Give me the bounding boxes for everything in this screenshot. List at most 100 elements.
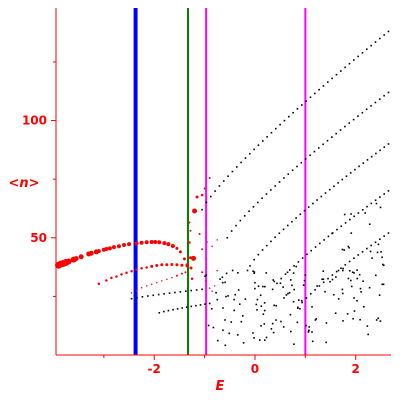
red-data-point — [171, 276, 173, 279]
black-data-point — [361, 250, 364, 253]
black-data-point — [303, 279, 306, 282]
black-data-point — [237, 289, 240, 291]
black-data-point — [280, 277, 282, 280]
black-data-point — [318, 88, 320, 91]
black-data-point — [130, 297, 133, 300]
red-data-point — [111, 245, 116, 250]
black-data-point — [263, 309, 266, 312]
black-data-point — [222, 180, 225, 182]
black-data-point — [328, 188, 331, 191]
black-data-point — [379, 37, 381, 40]
black-data-point — [341, 178, 344, 181]
black-data-point — [291, 220, 293, 223]
black-data-point — [270, 189, 272, 191]
black-data-point — [370, 44, 372, 47]
black-data-point — [374, 199, 377, 202]
red-data-point — [204, 280, 207, 282]
red-data-point — [145, 266, 148, 269]
black-data-point — [381, 283, 384, 286]
black-data-point — [340, 267, 342, 269]
black-data-point — [375, 152, 377, 155]
black-data-point — [205, 201, 208, 204]
black-data-point — [265, 244, 268, 247]
black-data-point — [370, 105, 372, 107]
black-data-point — [276, 282, 278, 285]
black-data-point — [291, 169, 294, 172]
red-data-point — [115, 275, 118, 278]
black-data-point — [157, 293, 160, 296]
black-data-point — [292, 272, 295, 274]
black-data-point — [207, 324, 210, 327]
black-data-point — [205, 274, 208, 276]
black-data-point — [379, 238, 381, 240]
black-data-point — [235, 224, 237, 227]
black-data-point — [344, 66, 346, 69]
black-data-point — [219, 278, 221, 280]
black-data-point — [366, 159, 369, 161]
black-data-point — [248, 210, 250, 213]
black-data-point — [296, 108, 299, 110]
black-data-point — [360, 291, 362, 293]
black-data-point — [201, 208, 203, 211]
black-data-point — [297, 261, 300, 263]
black-data-point — [318, 285, 321, 287]
black-data-point — [288, 291, 291, 294]
black-data-point — [214, 190, 216, 192]
black-data-point — [374, 274, 377, 277]
red-data-point — [200, 193, 204, 197]
black-data-point — [374, 101, 377, 104]
red-data-point — [216, 239, 218, 241]
black-data-point — [314, 288, 316, 291]
black-data-point — [176, 308, 179, 310]
black-data-point — [278, 181, 281, 183]
black-data-point — [357, 254, 360, 256]
red-data-point — [160, 263, 164, 267]
red-data-point — [189, 229, 192, 232]
black-data-point — [270, 240, 272, 243]
red-data-point — [213, 285, 216, 287]
black-data-point — [337, 269, 340, 272]
black-data-point — [241, 315, 244, 317]
black-data-point — [260, 305, 263, 307]
red-data-point — [188, 241, 191, 244]
red-data-point — [180, 272, 183, 275]
red-data-point — [134, 241, 139, 246]
black-data-point — [239, 219, 242, 222]
black-data-point — [324, 192, 327, 194]
black-data-point — [271, 322, 274, 325]
black-data-point — [337, 298, 340, 300]
black-data-point — [222, 307, 224, 309]
black-data-point — [344, 264, 347, 266]
black-data-point — [344, 125, 346, 128]
black-data-point — [331, 136, 333, 138]
black-data-point — [311, 306, 313, 308]
black-data-point — [374, 241, 377, 244]
black-data-point — [375, 319, 378, 321]
ticks: -2 0 2 50 100 — [22, 61, 360, 376]
black-data-point — [240, 161, 242, 164]
black-data-point — [331, 232, 333, 235]
black-data-point — [366, 48, 368, 51]
black-data-point — [366, 325, 369, 327]
black-data-point — [244, 298, 247, 300]
black-data-point — [356, 269, 358, 271]
black-data-point — [257, 253, 260, 256]
black-data-point — [375, 202, 378, 205]
black-data-point — [332, 293, 335, 296]
black-data-point — [335, 132, 337, 135]
black-data-point — [168, 292, 171, 294]
black-data-point — [357, 55, 359, 58]
red-data-point — [211, 245, 213, 247]
black-data-point — [361, 209, 364, 211]
black-data-point — [348, 260, 351, 263]
black-data-point — [226, 236, 229, 239]
black-data-point — [286, 271, 289, 274]
black-data-point — [216, 298, 219, 301]
y-axis-label: <n> — [8, 176, 39, 191]
black-data-point — [356, 277, 359, 280]
black-data-point — [199, 304, 202, 306]
black-data-point — [174, 291, 176, 294]
black-data-point — [371, 257, 373, 259]
black-data-point — [379, 206, 382, 209]
black-data-point — [364, 212, 367, 214]
